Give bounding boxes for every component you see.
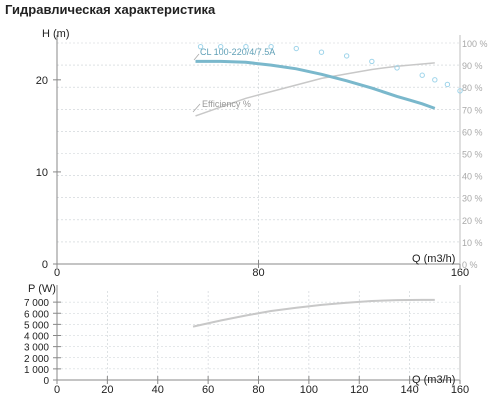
dotted-curve-point — [318, 49, 325, 55]
x-tick-label: 80 — [252, 267, 264, 279]
dotted-curve-point — [243, 43, 249, 50]
efficiency-label-leader — [192, 103, 201, 113]
dotted-curve-point — [444, 81, 451, 88]
dotted-curve-point — [369, 58, 375, 65]
y2-tick-label: 60 % — [462, 127, 483, 137]
y-tick-label: 1 000 — [24, 365, 49, 376]
y2-tick-label: 0 % — [462, 260, 478, 270]
page-title: Гидравлическая характеристика — [5, 2, 216, 17]
y-tick-label: 5 000 — [24, 320, 49, 331]
y-tick-label: 2 000 — [24, 354, 49, 365]
dotted-curve-point — [293, 45, 299, 52]
y2-tick-label: 50 % — [462, 150, 483, 160]
efficiency-label: Efficiency % — [202, 99, 251, 109]
y2-tick-label: 10 % — [462, 238, 483, 248]
x-tick-label: 40 — [152, 384, 164, 396]
dotted-curve-point — [457, 88, 463, 94]
x-tick-label: 160 — [451, 267, 469, 279]
dotted-curve-point — [197, 43, 204, 50]
x-axis-label: Q (m3/h) — [412, 253, 455, 265]
y-tick-label: 10 — [36, 167, 48, 179]
dotted-curve-point — [218, 43, 224, 50]
x-tick-label: 0 — [54, 267, 60, 279]
head-curve-label-leader — [193, 53, 200, 61]
x-tick-label: 160 — [451, 384, 469, 396]
y-axis-label: H (m) — [42, 28, 70, 40]
y2-tick-label: 30 % — [462, 194, 483, 204]
x-tick-label: 140 — [400, 384, 418, 396]
dotted-curve-point — [432, 77, 438, 83]
y2-tick-label: 90 % — [462, 61, 483, 71]
x-tick-label: 120 — [350, 384, 368, 396]
dotted-curve-point — [419, 72, 425, 78]
y-axis-label: P (W) — [28, 283, 56, 295]
y2-tick-label: 40 % — [462, 172, 483, 182]
y-tick-label: 0 — [42, 259, 48, 271]
head-curve — [195, 59, 436, 110]
dotted-curve-point — [268, 43, 274, 50]
x-tick-label: 100 — [300, 384, 318, 396]
power-curve — [192, 298, 435, 328]
x-tick-label: 60 — [202, 384, 214, 396]
y2-tick-label: 70 % — [462, 105, 483, 115]
y-tick-label: 0 — [43, 376, 49, 387]
y2-tick-label: 80 % — [462, 83, 483, 93]
x-axis-label: Q (m3/h) — [412, 374, 455, 386]
efficiency-curve — [195, 62, 435, 117]
y2-tick-label: 100 % — [462, 39, 488, 49]
x-tick-label: 0 — [54, 384, 60, 396]
y-tick-label: 6 000 — [24, 309, 49, 320]
y-tick-label: 20 — [36, 75, 48, 87]
y-tick-label: 7 000 — [24, 298, 49, 309]
x-tick-label: 20 — [101, 384, 113, 396]
y-tick-label: 4 000 — [24, 332, 49, 343]
y-tick-label: 3 000 — [24, 343, 49, 354]
head-curve-label: CL 100-220/4/7.5A — [200, 47, 275, 57]
dotted-curve-point — [343, 53, 350, 59]
x-tick-label: 80 — [252, 384, 264, 396]
y2-tick-label: 20 % — [462, 216, 483, 226]
dotted-curve-point — [394, 65, 400, 71]
